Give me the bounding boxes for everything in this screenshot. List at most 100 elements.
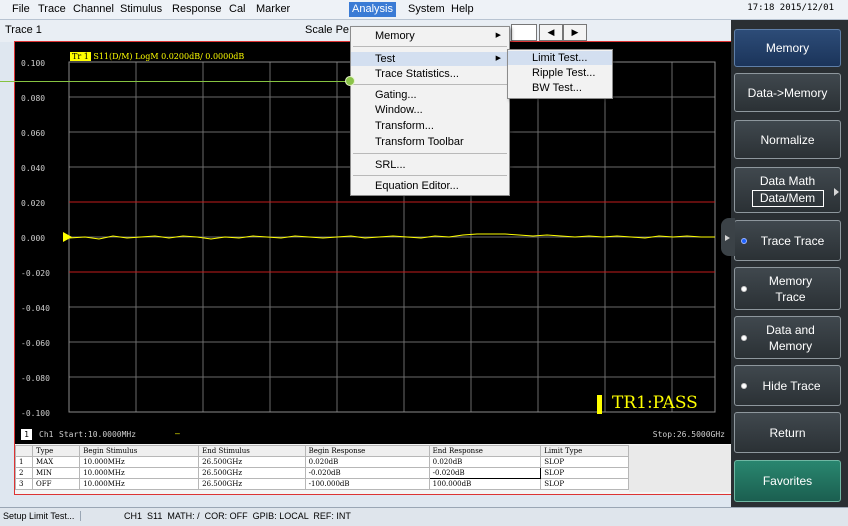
channel-number-badge[interactable]: 1 — [21, 429, 32, 440]
table-cell[interactable]: MAX — [31, 456, 81, 468]
channel-label: Ch1 — [39, 430, 54, 439]
menu-cal[interactable]: Cal — [229, 3, 246, 15]
menu-trace[interactable]: Trace — [38, 3, 66, 15]
table-row[interactable]: 2 MIN 10.000MHz 26.500GHz -0.020dB -0.02… — [15, 467, 629, 479]
pass-indicator-bar — [597, 395, 602, 414]
trace-trace-label: Trace Trace — [760, 233, 825, 248]
table-cell[interactable]: -100.000dB — [304, 478, 430, 490]
menu-stimulus[interactable]: Stimulus — [120, 3, 163, 15]
index-header — [15, 445, 33, 457]
hide-trace-label: Hide Trace — [762, 378, 821, 393]
table-row[interactable]: 1 MAX 10.000MHz 26.500GHz 0.020dB 0.020d… — [15, 456, 629, 468]
table-cell[interactable]: 26.500GHz — [198, 478, 306, 490]
table-cell[interactable]: 26.500GHz — [198, 456, 306, 468]
row-index: 2 — [15, 467, 33, 479]
channel-status-line: 1 Ch1 Start:10.0000MHz — Stop:26.5000GHz — [15, 426, 731, 444]
radio-selected-icon — [741, 237, 747, 244]
menu-item-trace-statistics[interactable]: Trace Statistics... — [375, 68, 459, 80]
column-header: Type — [31, 445, 81, 457]
y-axis-label: 0.040 — [21, 164, 46, 173]
trace-format: S11(D/M) LogM 0.0200dB/ 0.0000dB — [93, 52, 245, 61]
start-frequency[interactable]: Start:10.0000MHz — [59, 430, 137, 439]
menu-separator — [353, 175, 507, 176]
menu-item-transform-toolbar[interactable]: Transform Toolbar — [375, 136, 464, 148]
menu-item-equation-editor[interactable]: Equation Editor... — [375, 180, 459, 192]
table-cell[interactable]: -0.020dB — [304, 467, 430, 479]
menu-item-gating[interactable]: Gating... — [375, 89, 417, 101]
radio-icon — [741, 285, 747, 292]
menu-item-test[interactable]: Test ▶ — [351, 52, 509, 66]
menu-item-srl[interactable]: SRL... — [375, 159, 406, 171]
table-cell[interactable]: 100.000dB — [428, 478, 542, 490]
column-header: End Stimulus — [198, 445, 306, 457]
table-cell[interactable]: 10.000MHz — [79, 456, 200, 468]
menu-analysis[interactable]: Analysis — [349, 2, 396, 17]
menu-separator — [353, 153, 507, 154]
memory-trace-button[interactable]: Memory Trace — [734, 267, 841, 310]
data-and-memory-button[interactable]: Data and Memory — [734, 316, 841, 359]
y-axis-label: -0.060 — [21, 339, 50, 348]
menu-bar: File Trace Channel Stimulus Response Cal… — [0, 0, 848, 20]
y-axis-label: -0.100 — [21, 409, 50, 418]
limit-table: Type Begin Stimulus End Stimulus Begin R… — [15, 445, 629, 490]
softkey-menu-title: Memory — [734, 29, 841, 67]
stop-frequency[interactable]: Stop:26.5000GHz — [652, 430, 725, 439]
y-axis-label: 0.000 — [21, 234, 46, 243]
menu-response[interactable]: Response — [172, 3, 222, 15]
table-cell[interactable]: OFF — [31, 478, 81, 490]
menu-separator — [353, 46, 507, 47]
selected-table-cell[interactable]: -0.020dB — [428, 467, 542, 479]
data-math-button[interactable]: Data Math Data/Mem — [734, 167, 841, 213]
radio-icon — [741, 334, 747, 341]
navigator-field[interactable] — [511, 24, 537, 41]
status-message: Setup Limit Test... — [3, 511, 82, 521]
menu-separator — [353, 84, 507, 85]
next-arrow-icon[interactable]: ▶ — [563, 24, 587, 41]
return-button[interactable]: Return — [734, 412, 841, 453]
table-cell[interactable]: SLOP — [540, 478, 629, 490]
status-info: CH1 S11 MATH: / COR: OFF GPIB: LOCAL REF… — [124, 511, 351, 521]
normalize-button[interactable]: Normalize — [734, 120, 841, 159]
radio-icon — [741, 382, 747, 389]
row-index: 1 — [15, 456, 33, 468]
menu-file[interactable]: File — [12, 3, 30, 15]
data-and-memory-label-1: Data and — [766, 322, 815, 337]
menu-item-window[interactable]: Window... — [375, 104, 423, 116]
trace-trace-button[interactable]: Trace Trace — [734, 220, 841, 261]
table-cell[interactable]: 0.020dB — [428, 456, 542, 468]
menu-help[interactable]: Help — [451, 3, 474, 15]
menu-item-memory[interactable]: Memory ▶ — [351, 29, 509, 43]
table-cell[interactable]: SLOP — [540, 467, 629, 479]
trace-info-label[interactable]: Tr 1 S11(D/M) LogM 0.0200dB/ 0.0000dB — [70, 52, 244, 62]
y-axis-label: 0.020 — [21, 199, 46, 208]
favorites-button[interactable]: Favorites — [734, 460, 841, 502]
table-cell[interactable]: 0.020dB — [304, 456, 430, 468]
table-row[interactable]: 3 OFF 10.000MHz 26.500GHz -100.000dB 100… — [15, 478, 629, 490]
column-header: Limit Type — [540, 445, 629, 457]
menu-system[interactable]: System — [408, 3, 445, 15]
prev-arrow-icon[interactable]: ◀ — [539, 24, 563, 41]
softkey-panel: Memory Data->Memory Normalize Data Math … — [731, 20, 848, 507]
table-cell[interactable]: MIN — [31, 467, 81, 479]
submenu-arrow-icon — [834, 188, 839, 196]
table-cell[interactable]: 10.000MHz — [79, 478, 200, 490]
table-cell[interactable]: 26.500GHz — [198, 467, 306, 479]
y-axis-label: -0.040 — [21, 304, 50, 313]
menu-channel[interactable]: Channel — [73, 3, 114, 15]
data-to-memory-button[interactable]: Data->Memory — [734, 73, 841, 112]
s11-trace — [68, 233, 715, 240]
y-axis-label: -0.020 — [21, 269, 50, 278]
column-header: Begin Response — [304, 445, 430, 457]
menu-item-bw-test[interactable]: BW Test... — [532, 82, 582, 94]
menu-item-ripple-test[interactable]: Ripple Test... — [532, 67, 596, 79]
menu-item-limit-test[interactable]: Limit Test... — [508, 51, 612, 65]
menu-item-transform[interactable]: Transform... — [375, 120, 434, 132]
active-trace-label: Trace 1 — [5, 24, 42, 36]
table-cell[interactable]: SLOP — [540, 456, 629, 468]
table-empty-area — [629, 445, 731, 492]
menu-marker[interactable]: Marker — [256, 3, 291, 15]
table-cell[interactable]: 10.000MHz — [79, 467, 200, 479]
data-math-value: Data/Mem — [751, 190, 824, 207]
hide-trace-button[interactable]: Hide Trace — [734, 365, 841, 406]
menu-item-label: Memory — [375, 30, 415, 42]
